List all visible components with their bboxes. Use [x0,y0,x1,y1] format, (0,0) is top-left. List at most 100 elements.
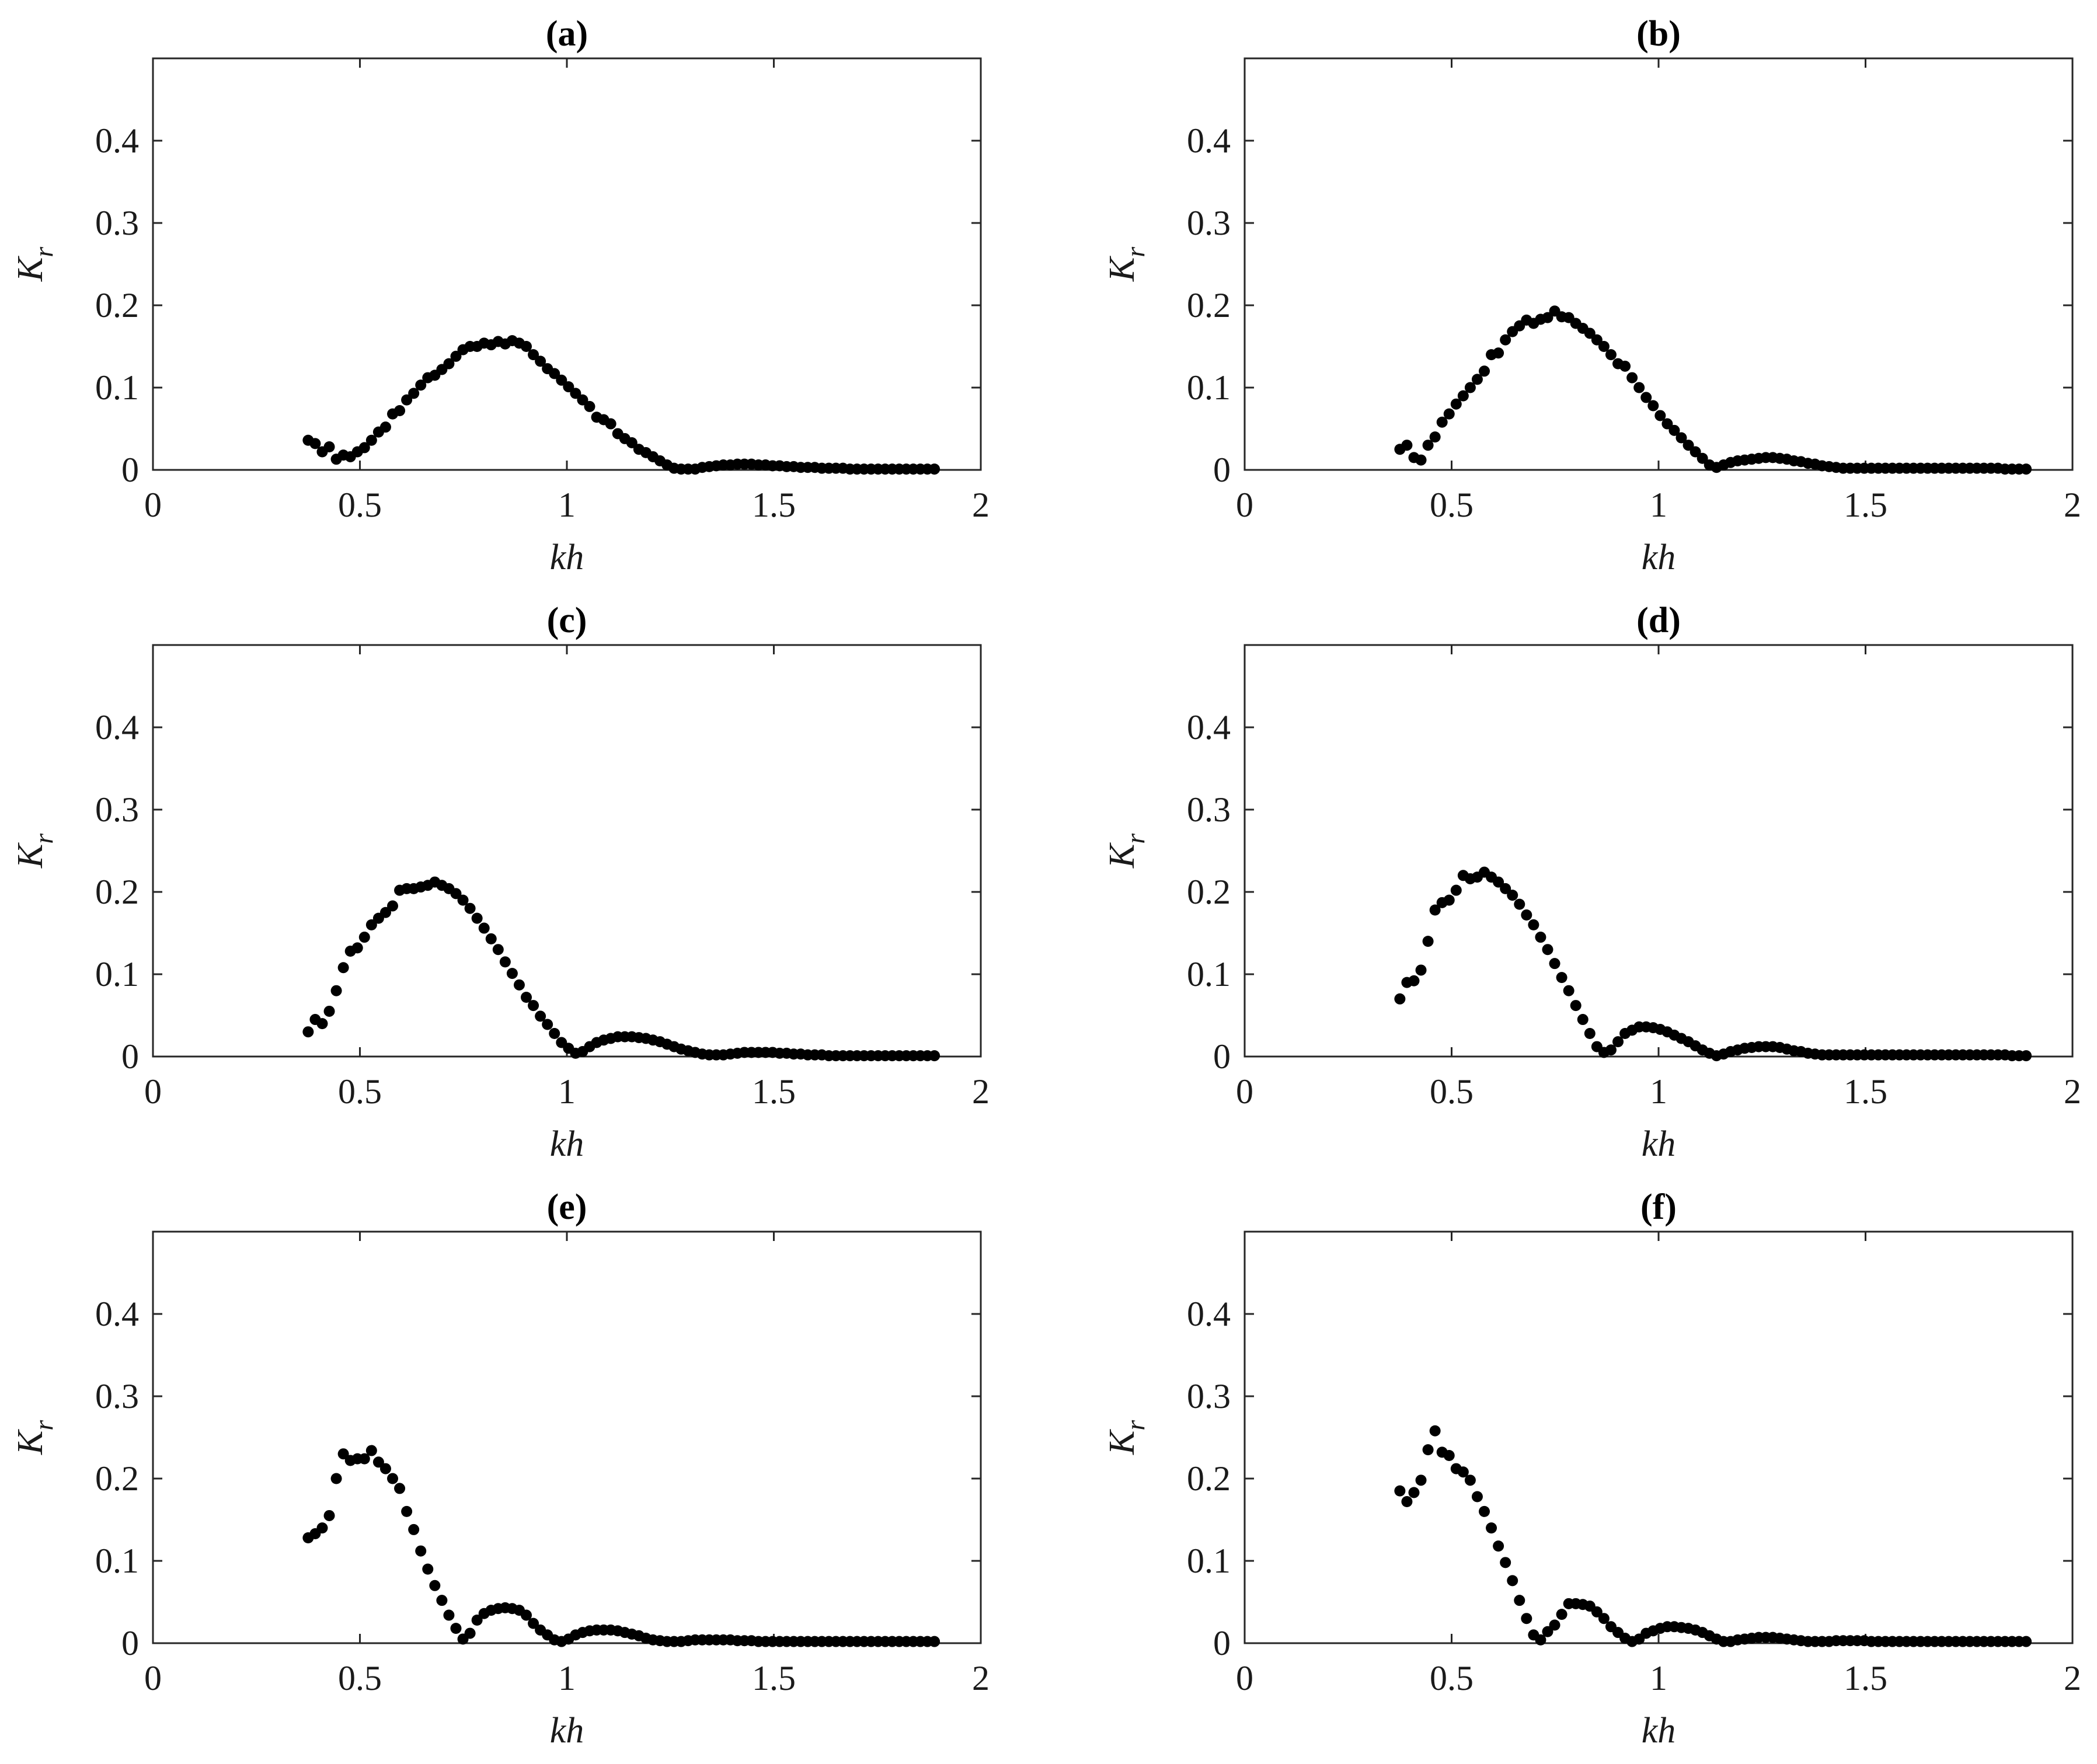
data-point [1479,1505,1490,1517]
x-tick-label: 0 [1236,1659,1253,1697]
x-tick-label: 0.5 [338,1072,382,1111]
data-point [1661,418,1673,430]
panel-title: (e) [547,1187,587,1227]
data-point [929,463,940,475]
data-point [1429,431,1441,443]
data-point [464,902,476,914]
plot-frame [1243,1230,2074,1644]
data-series [302,335,940,475]
data-point [1683,440,1694,451]
data-point [330,985,342,996]
y-axis-label: Kr [1102,246,1150,282]
y-tick-label: 0.1 [95,1542,139,1580]
x-tick-label: 1 [1650,486,1667,524]
x-tick-label: 0.5 [1430,1659,1474,1697]
data-point [401,394,413,406]
data-point [1394,993,1406,1005]
data-point [549,368,560,379]
plot-frame [152,57,982,471]
data-point [351,942,363,954]
data-point [1415,454,1427,466]
y-tick-label: 0.4 [1187,708,1231,747]
panel-title: (a) [546,14,588,54]
panel-e: (e) 0 0.5 1 1.5 2 0 0.1 0.2 0.3 0.4 kh Kr [11,1187,990,1751]
data-point [1457,390,1469,402]
data-point [1429,1425,1441,1437]
data-point [542,1019,553,1030]
x-axis-label: kh [1642,538,1676,577]
data-point [1401,440,1413,451]
x-tick-label: 0.5 [1430,486,1474,524]
data-point [1675,432,1687,444]
y-tick-label: 0.4 [95,1295,139,1333]
data-point [1542,312,1553,323]
data-point [1493,347,1504,359]
y-tick-label: 0 [1213,1624,1231,1662]
data-point [358,1453,370,1465]
data-point [1584,327,1596,339]
data-series [1394,866,2032,1062]
data-point [1464,1474,1476,1486]
data-point [549,1028,560,1040]
data-point [1401,1495,1413,1507]
data-point [372,1456,384,1468]
data-point [1394,1485,1406,1497]
data-point [1521,1613,1532,1624]
data-point [1612,1036,1624,1048]
y-tick-label: 0.1 [1187,368,1231,407]
data-point [556,374,567,386]
y-axis-label-main: K [1102,842,1142,869]
data-point [323,1005,335,1017]
y-tick-label: 0.4 [95,708,139,747]
panel-title: (d) [1636,601,1681,640]
data-point [302,1026,314,1038]
x-tick-label: 1.5 [752,1072,796,1111]
data-point [337,1448,349,1460]
x-axis-label: kh [1642,1711,1676,1751]
data-point [1697,452,1708,464]
data-point [365,1445,377,1456]
y-tick-label: 0.2 [95,286,139,325]
x-tick-label: 1 [558,1072,576,1111]
x-tick-label: 2 [972,1072,990,1111]
data-point [492,944,504,956]
y-axis-label-subscript: r [29,833,58,844]
x-tick-label: 0 [144,1659,162,1697]
data-point [521,1609,532,1621]
data-point [1626,372,1638,384]
data-point [443,358,455,369]
data-point [1556,1609,1567,1620]
data-point [506,968,518,979]
x-tick-label: 2 [972,1659,990,1697]
data-point [394,405,406,416]
y-tick-label: 0 [1213,451,1231,489]
data-point [1436,416,1448,428]
data-point [471,1615,483,1626]
data-point [1408,975,1420,986]
data-series [1394,1425,2032,1647]
panel-title: (c) [547,601,587,640]
data-point [513,979,525,991]
data-point [450,350,462,362]
data-point [1422,936,1434,947]
data-point [605,418,616,430]
data-point [1598,341,1610,352]
plot-frame [152,1230,982,1644]
y-tick-label: 0.1 [1187,955,1231,993]
y-axis-label: Kr [11,833,58,869]
x-tick-label: 1 [1650,1072,1667,1111]
y-tick-label: 0.4 [1187,121,1231,160]
data-point [1415,1474,1427,1486]
data-point [1500,883,1511,894]
data-point [1640,392,1652,403]
y-axis-label-main: K [11,842,50,869]
data-point [365,434,377,446]
panel-c: (c) 0 0.5 1 1.5 2 0 0.1 0.2 0.3 0.4 kh Kr [11,601,990,1164]
data-point [379,1463,391,1474]
panel-d: (d) 0 0.5 1 1.5 2 0 0.1 0.2 0.3 0.4 kh Kr [1102,601,2081,1164]
data-point [1464,382,1476,393]
y-tick-label: 0 [121,1624,139,1662]
data-point [521,991,532,1003]
data-point [485,933,497,944]
panel-title: (b) [1636,14,1681,54]
